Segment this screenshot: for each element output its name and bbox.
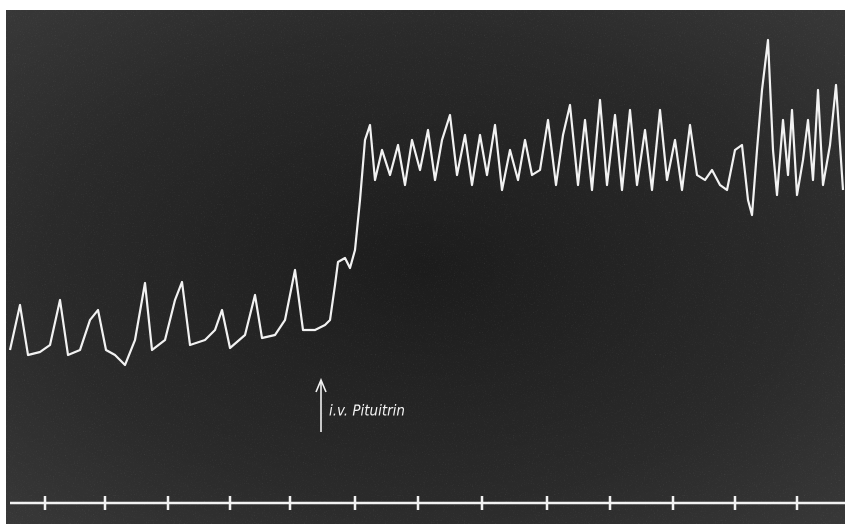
annotation: i.v. Pituitrin bbox=[329, 402, 405, 420]
page-body: i.v. Pituitrin (() => { const data = JSO… bbox=[0, 0, 845, 524]
film-grain bbox=[6, 10, 845, 524]
page: {"annotation": "i.v. Pituitrin"} html, b… bbox=[0, 0, 845, 524]
recording-photo: i.v. Pituitrin bbox=[0, 0, 845, 524]
